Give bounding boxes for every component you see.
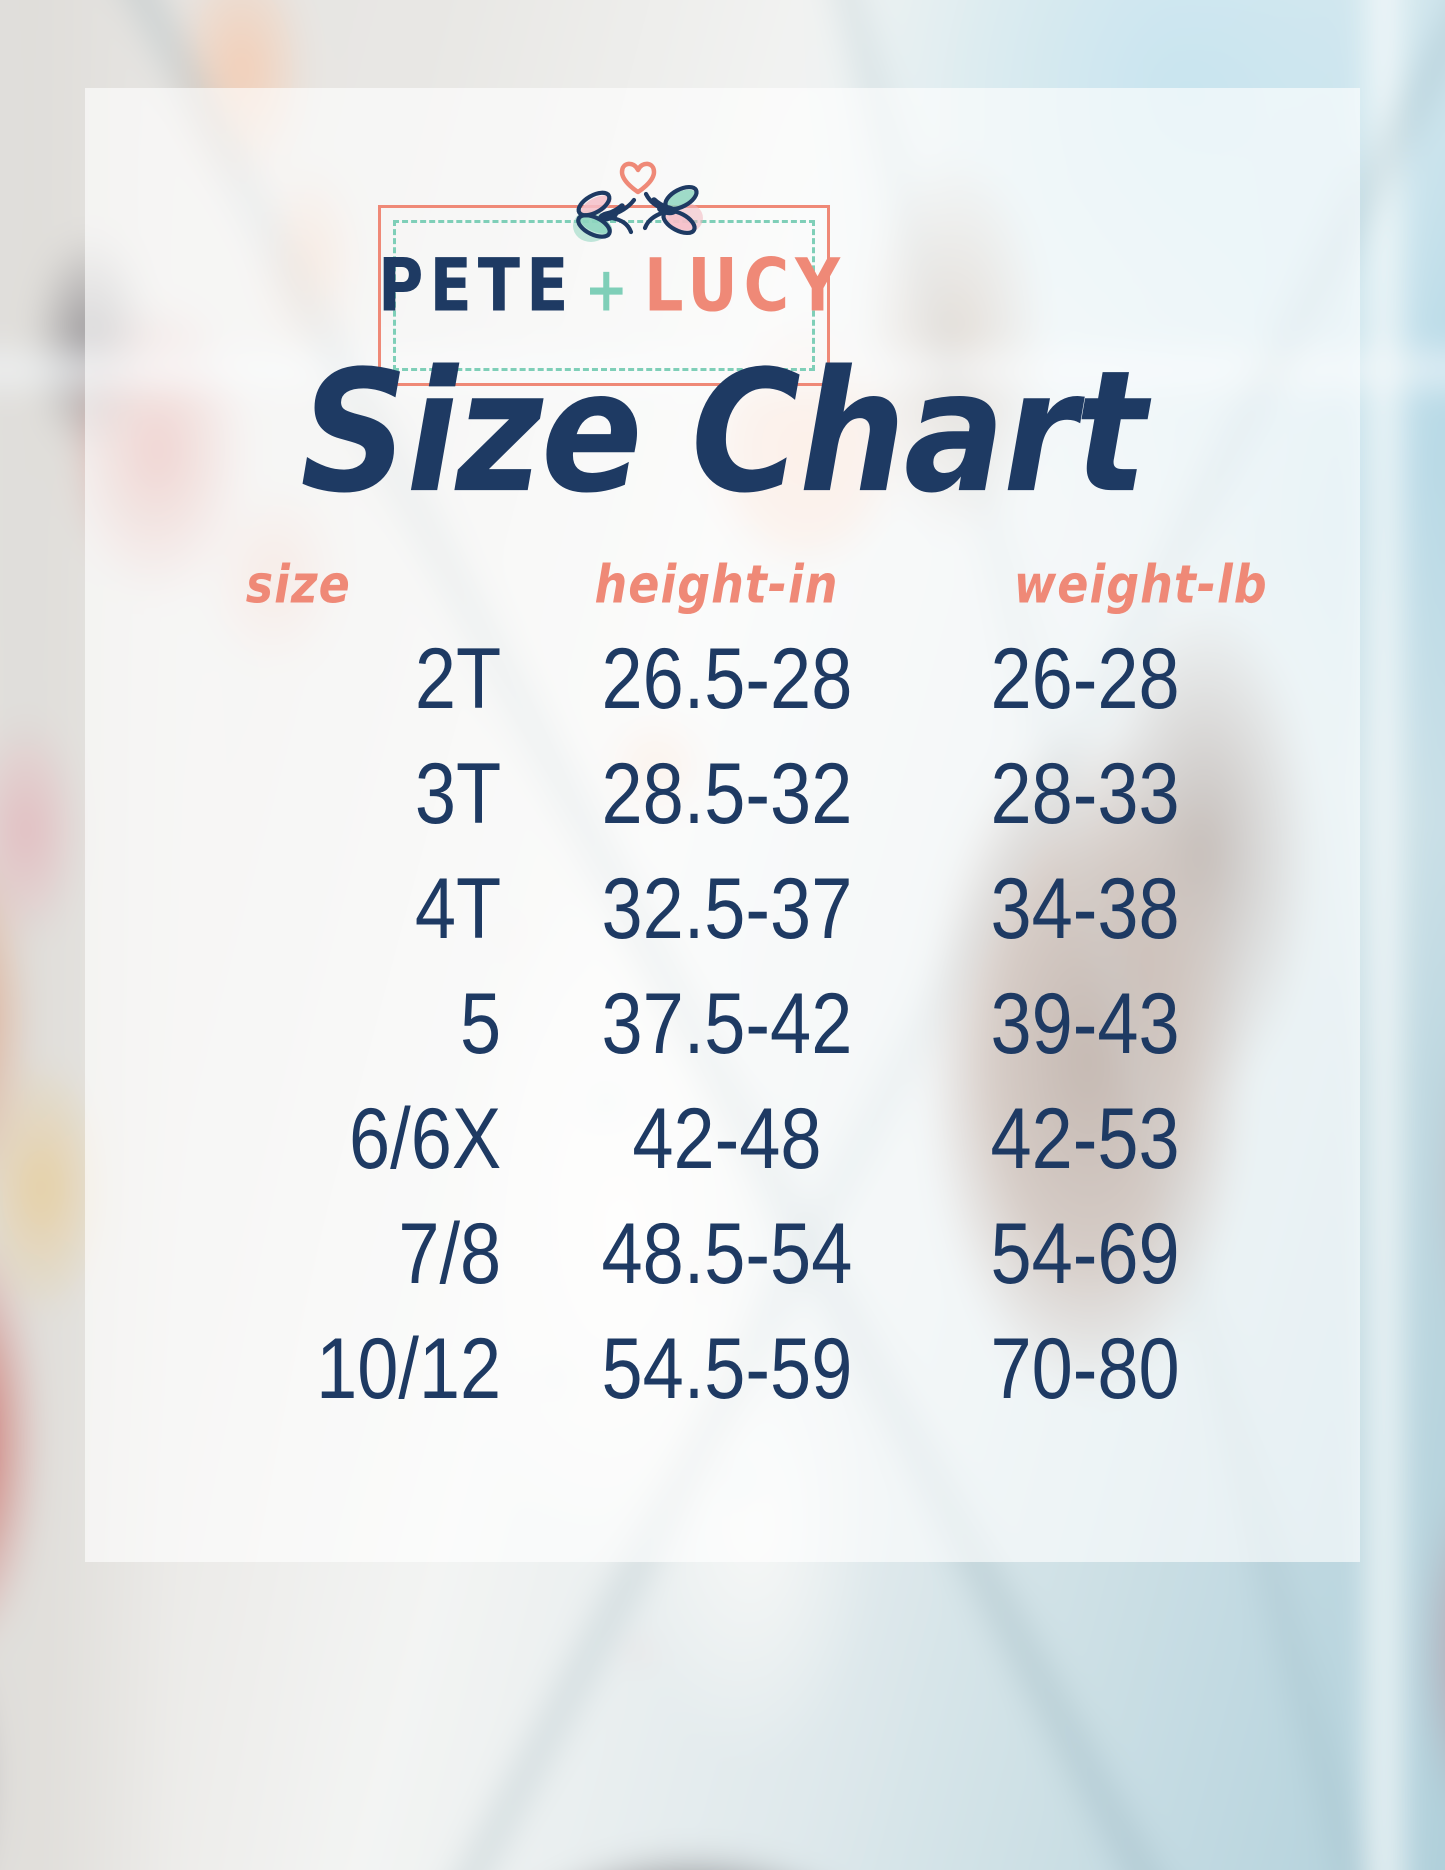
size-chart-table: size height-in weight-lb 2T 26.5-28 26-2… <box>125 553 1320 1427</box>
column-header-height: height-in <box>594 553 839 616</box>
cell-height: 32.5-37 <box>601 861 853 957</box>
table-row: 6/6X 42-48 42-53 <box>209 1082 1237 1197</box>
heart-icon <box>619 161 657 195</box>
cell-size: 4T <box>414 861 502 957</box>
cell-size: 5 <box>460 976 502 1072</box>
cell-weight: 70-80 <box>990 1321 1180 1417</box>
table-row: 10/12 54.5-59 70-80 <box>209 1312 1237 1427</box>
dragonfly-icon-group <box>573 161 703 242</box>
cell-height: 54.5-59 <box>601 1321 853 1417</box>
cell-size: 7/8 <box>398 1206 502 1302</box>
table-row: 3T 28.5-32 28-33 <box>209 737 1237 852</box>
cell-weight: 39-43 <box>990 976 1180 1072</box>
cell-size: 3T <box>414 746 502 842</box>
column-header-weight: weight-lb <box>1013 553 1268 616</box>
table-row: 5 37.5-42 39-43 <box>209 967 1237 1082</box>
dragonfly-body <box>657 204 677 216</box>
column-header-size: size <box>245 553 351 616</box>
dragonfly-outline-left <box>576 190 637 239</box>
table-row: 4T 32.5-37 34-38 <box>209 852 1237 967</box>
cell-height: 26.5-28 <box>601 631 853 727</box>
dragonfly-body <box>598 210 618 222</box>
logo-word-lucy: LUCY <box>644 241 847 329</box>
logo-wordmark: PETE + LUCY <box>378 215 840 361</box>
content-card: PETE + LUCY Size Chart size height-in weig… <box>85 88 1360 1562</box>
cell-weight: 26-28 <box>990 631 1180 727</box>
dragonfly-heart-mark <box>568 148 708 248</box>
cell-weight: 54-69 <box>990 1206 1180 1302</box>
table-header-row: size height-in weight-lb <box>125 553 1320 627</box>
cell-height: 28.5-32 <box>601 746 853 842</box>
logo-plus-symbol: + <box>584 254 635 326</box>
cell-weight: 42-53 <box>990 1091 1180 1187</box>
table-row: 7/8 48.5-54 54-69 <box>209 1197 1237 1312</box>
cell-size: 6/6X <box>349 1091 502 1187</box>
table-row: 2T 26.5-28 26-28 <box>209 622 1237 737</box>
cell-size: 2T <box>414 631 502 727</box>
brand-logo: PETE + LUCY <box>85 148 1360 398</box>
cell-weight: 34-38 <box>990 861 1180 957</box>
cell-height: 48.5-54 <box>601 1206 853 1302</box>
logo-word-pete: PETE <box>378 241 575 329</box>
cell-weight: 28-33 <box>990 746 1180 842</box>
dragonfly-wing <box>580 195 612 217</box>
dragonfly-wing <box>664 189 696 211</box>
cell-height: 42-48 <box>632 1091 822 1187</box>
cell-size: 10/12 <box>316 1321 502 1417</box>
page-title: Size Chart <box>300 335 1146 531</box>
cell-height: 37.5-42 <box>601 976 853 1072</box>
